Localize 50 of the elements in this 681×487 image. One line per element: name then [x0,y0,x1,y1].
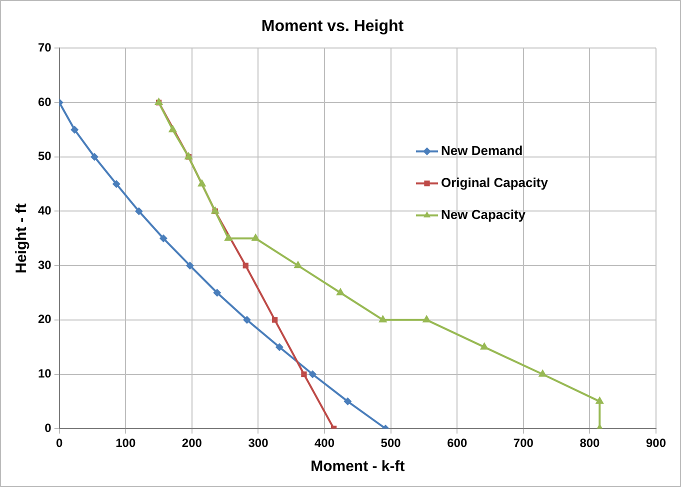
point [275,343,284,352]
x-tick-label: 200 [182,436,202,450]
y-tick-label: 50 [38,149,52,164]
x-tick-label: 400 [314,436,335,450]
legend-label: New Demand [441,142,523,158]
point [198,179,206,187]
y-tick-label: 0 [44,420,52,435]
x-tick-label: 100 [116,436,136,450]
point [90,152,98,161]
legend-label: New Capacity [441,206,526,222]
y-tick-label: 10 [38,366,52,381]
y-axis-title: Height - ft [13,203,30,274]
x-tick-label: 800 [580,436,600,450]
x-tick-label: 700 [513,436,534,450]
chart-title: Moment vs. Height [261,18,404,36]
point [224,233,233,241]
point [213,288,222,297]
point [134,207,143,216]
point [242,262,248,268]
point [272,317,278,323]
point [301,371,307,378]
x-tick-label: 600 [447,436,468,450]
point [294,260,302,268]
x-tick-label: 300 [248,436,269,450]
point [422,314,431,322]
point [70,126,79,134]
point [184,152,193,160]
x-tick-label: 500 [380,436,402,450]
point [308,370,317,378]
y-tick-label: 30 [38,258,52,272]
point [344,397,352,406]
point [595,396,604,404]
y-tick-label: 60 [38,94,52,109]
point [168,124,178,132]
x-tick-label: 0 [56,436,64,450]
point [251,233,260,241]
point [242,316,251,324]
point [378,314,388,322]
point [112,180,120,188]
point [186,262,194,270]
y-tick-label: 70 [38,40,52,55]
point [336,288,345,296]
y-tick-label: 40 [38,204,52,218]
y-tick-label: 20 [38,312,52,326]
point [538,369,547,377]
x-tick-label: 900 [646,436,666,450]
point [159,234,168,242]
point [480,342,489,350]
legend-label: Original Capacity [441,174,549,190]
x-axis-title: Moment - k-ft [310,458,405,476]
